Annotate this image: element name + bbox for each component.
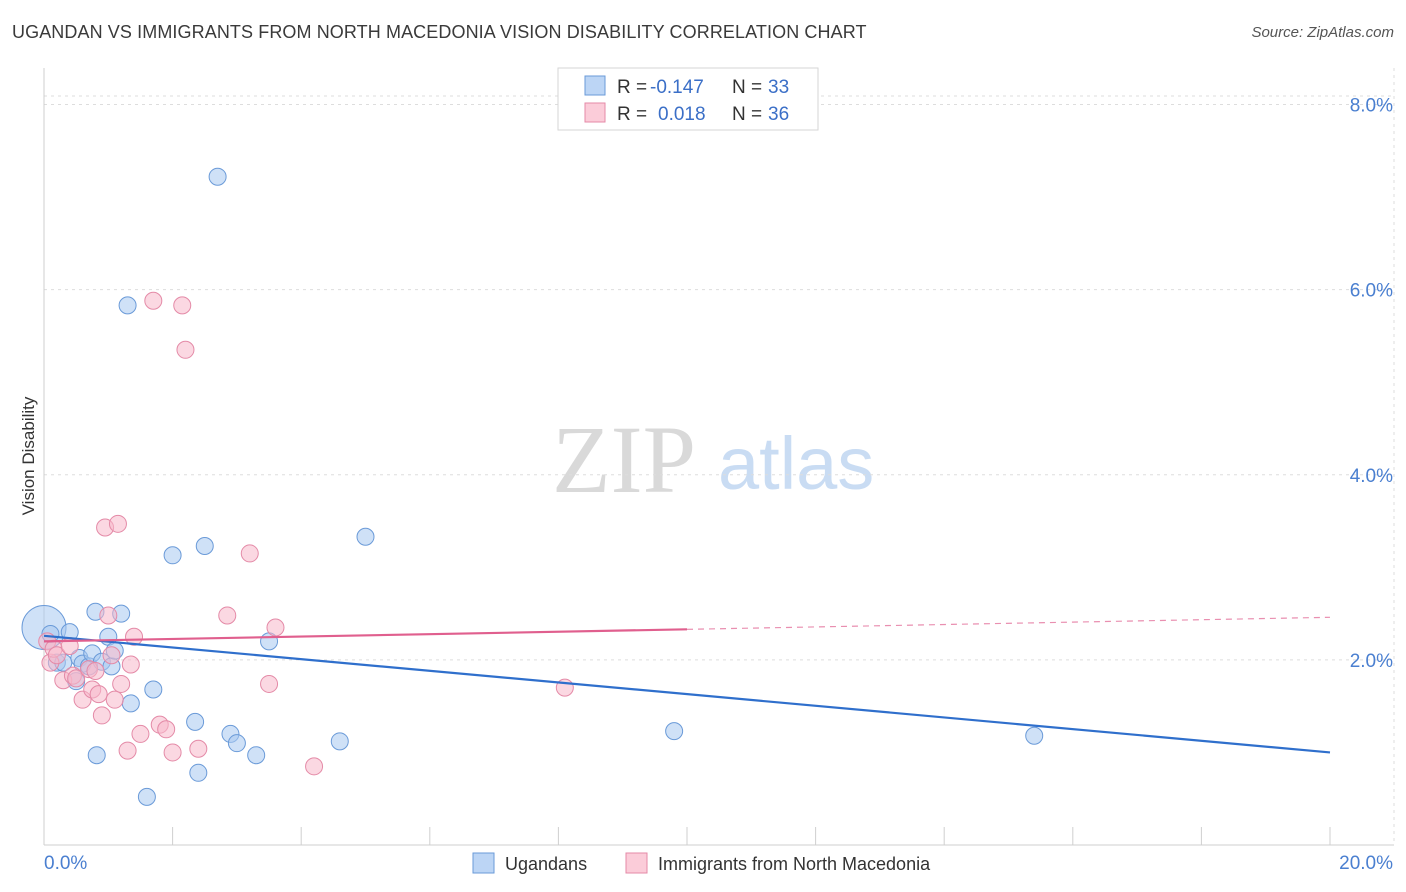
macedonia-point (108, 514, 127, 533)
series-legend-label-macedonia: Immigrants from North Macedonia (658, 854, 931, 874)
ugandans-point (118, 296, 137, 315)
x-axis-ticks (43, 827, 1331, 845)
ugandans-point (189, 763, 208, 782)
ugandans-point (1025, 726, 1044, 745)
legend-swatch-ugandans (584, 75, 606, 96)
series-legend-label-ugandans: Ugandans (505, 854, 587, 874)
chart-title: UGANDAN VS IMMIGRANTS FROM NORTH MACEDON… (12, 22, 867, 42)
macedonia-point (176, 340, 195, 359)
legend-n-value-2: 36 (768, 104, 789, 125)
legend-r-value-1: -0.147 (650, 77, 704, 98)
macedonia-point (163, 743, 182, 762)
data-points (21, 167, 1044, 806)
x-tick-label-max: 20.0% (1339, 853, 1393, 874)
macedonia-point (89, 685, 108, 704)
ugandans-point (163, 546, 182, 565)
legend-n-value-1: 33 (768, 77, 789, 98)
ugandans-point (665, 722, 684, 741)
legend-n-label-1: N = (732, 77, 762, 98)
macedonia-point (67, 669, 86, 688)
series-legend-swatch-macedonia (625, 852, 648, 874)
ugandans-point (87, 746, 106, 765)
macedonia-point (47, 646, 66, 665)
macedonia-point (131, 724, 150, 743)
macedonia-point (305, 757, 324, 776)
source-label: Source: ZipAtlas.com (1251, 24, 1394, 41)
legend-r-value-2: 0.018 (658, 104, 706, 125)
ugandans-point (208, 167, 227, 186)
macedonia-point (102, 646, 121, 665)
macedonia-point (218, 606, 237, 625)
ugandans-point (356, 527, 375, 546)
trend-lines (43, 616, 1331, 754)
trend-line (43, 634, 1331, 754)
legend-r-label-2: R = (617, 104, 647, 125)
ugandans-point (247, 746, 266, 765)
macedonia-point (86, 661, 105, 680)
watermark-atlas: atlas (718, 422, 874, 505)
trend-line-dashed (686, 616, 1331, 630)
macedonia-point (92, 706, 111, 725)
ugandans-point (227, 734, 246, 753)
ugandans-point (330, 732, 349, 751)
macedonia-point (144, 291, 163, 310)
trend-line-solid (43, 628, 688, 643)
ugandans-point (195, 537, 214, 556)
ugandans-point (137, 787, 156, 806)
y-tick-label: 6.0% (1350, 281, 1393, 302)
y-tick-label: 8.0% (1350, 96, 1393, 117)
watermark-zip: ZIP (552, 406, 696, 513)
macedonia-point (121, 655, 140, 674)
stats-legend: R = -0.147 N = 33 R = 0.018 N = 36 (557, 67, 819, 131)
legend-swatch-macedonia (584, 102, 606, 123)
macedonia-point (112, 674, 131, 693)
legend-n-label-2: N = (732, 104, 762, 125)
macedonia-point (240, 544, 259, 563)
macedonia-point (189, 739, 208, 758)
series-legend: Ugandans Immigrants from North Macedonia (472, 852, 931, 874)
macedonia-point (173, 296, 192, 315)
legend-r-label-1: R = (617, 77, 647, 98)
macedonia-point (266, 618, 285, 637)
y-tick-label: 4.0% (1350, 466, 1393, 487)
macedonia-point (260, 674, 279, 693)
macedonia-point (157, 720, 176, 739)
ugandans-point (144, 680, 163, 699)
ugandans-point (186, 712, 205, 731)
macedonia-point (99, 606, 118, 625)
y-tick-label: 2.0% (1350, 651, 1393, 672)
ugandans-point (121, 694, 140, 713)
macedonia-point (125, 627, 144, 646)
y-axis-label: Vision Disability (19, 396, 38, 515)
x-tick-label-min: 0.0% (44, 853, 87, 874)
series-legend-swatch-ugandans (472, 852, 495, 874)
macedonia-point (118, 741, 137, 760)
macedonia-point (105, 690, 124, 709)
watermark: ZIP atlas (552, 406, 874, 513)
y-axis-tick-labels: 2.0% 4.0% 6.0% 8.0% (1350, 96, 1393, 672)
